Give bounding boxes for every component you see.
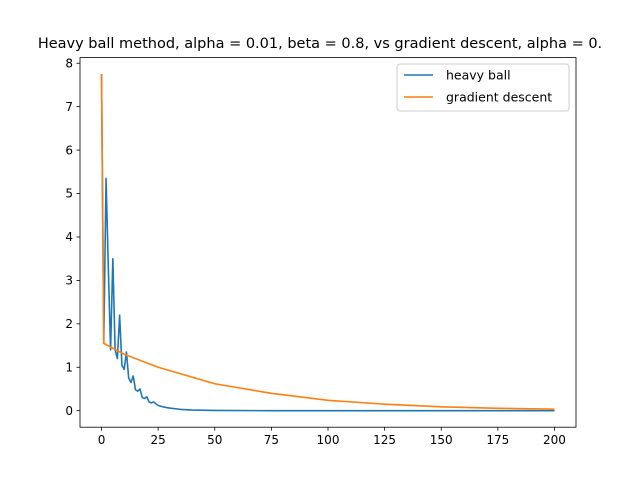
y-tick-label: 6 [65, 143, 73, 157]
chart-title: Heavy ball method, alpha = 0.01, beta = … [38, 36, 602, 52]
legend-label-heavy-ball: heavy ball [446, 68, 511, 83]
y-tick-label: 1 [65, 360, 73, 374]
y-tick-label: 3 [65, 274, 73, 288]
y-tick-label: 7 [65, 100, 73, 114]
y-tick-label: 5 [65, 187, 73, 201]
plot-area: 0 25 50 75 100 125 150 175 200 0 1 2 3 4 5 6 7 8 heavy bal… [65, 56, 577, 447]
legend-label-gradient-descent: gradient descent [446, 90, 552, 105]
x-tick-label: 0 [98, 433, 106, 447]
x-tick-label: 25 [150, 433, 165, 447]
x-tick-label: 50 [207, 433, 222, 447]
x-tick-label: 125 [373, 433, 396, 447]
x-tick-label: 100 [317, 433, 340, 447]
series-line-heavy-ball [100, 74, 555, 412]
x-tick-label: 75 [264, 433, 279, 447]
legend-box [396, 63, 570, 112]
y-tick-label: 4 [65, 230, 73, 244]
x-tick-label: 175 [486, 433, 509, 447]
y-tick-label: 8 [65, 56, 73, 70]
x-tick-label: 150 [430, 433, 453, 447]
series-line-gradient-descent [100, 74, 555, 410]
legend: heavy ball gradient descent [396, 63, 570, 112]
x-tick-label: 200 [543, 433, 566, 447]
y-tick-label: 0 [65, 404, 73, 418]
y-tick-label: 2 [65, 317, 73, 331]
